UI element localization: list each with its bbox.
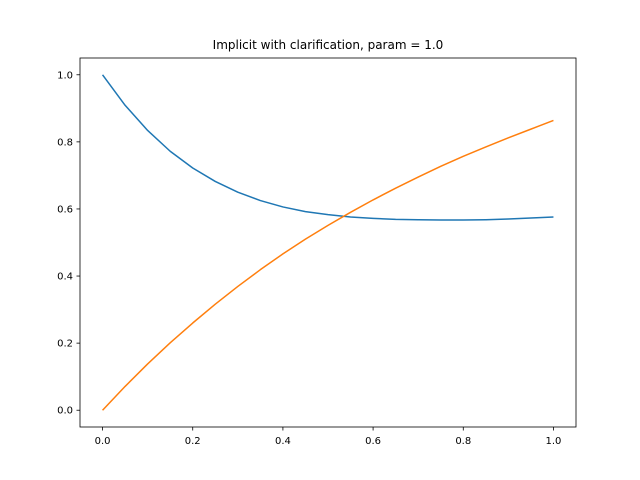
x-tick-label: 0.8	[455, 436, 471, 447]
plot-frame	[79, 57, 577, 428]
y-tick-label: 0.2	[57, 339, 73, 350]
chart-title: Implicit with clarification, param = 1.0	[213, 38, 444, 52]
series-line-2	[102, 119, 554, 411]
series-layer	[101, 74, 554, 411]
x-tick-label: 1.0	[546, 436, 562, 447]
x-tick-label: 0.0	[95, 436, 111, 447]
y-tick-label: 0.6	[57, 204, 73, 215]
x-tick-label: 0.4	[275, 436, 291, 447]
plot-area: 0.0 0.2 0.4 0.6 0.8 1.0 0.0 0.2 0.4 0.6 0.8 1.0	[57, 57, 577, 447]
y-tick-label: 0.4	[57, 272, 73, 283]
x-axis: 0.0 0.2 0.4 0.6 0.8 1.0	[95, 427, 562, 447]
y-tick-label: 1.0	[57, 70, 73, 81]
y-tick-label: 0.0	[57, 406, 73, 417]
y-tick-label: 0.8	[57, 137, 73, 148]
y-axis: 0.0 0.2 0.4 0.6 0.8 1.0	[57, 70, 80, 417]
x-tick-label: 0.2	[185, 436, 201, 447]
x-tick-label: 0.6	[365, 436, 381, 447]
series-line-1	[101, 74, 554, 221]
